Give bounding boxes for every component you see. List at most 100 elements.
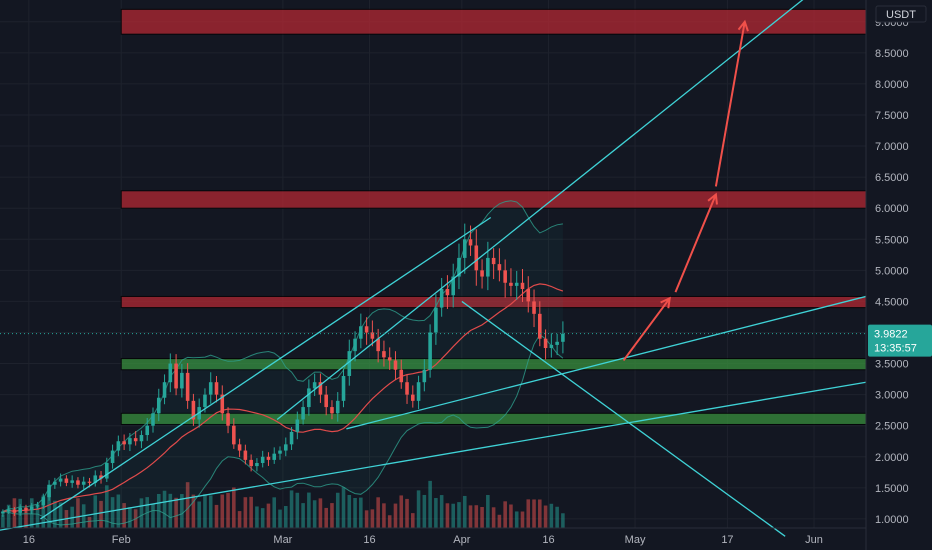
y-tick-label: 6.0000	[875, 203, 909, 215]
candle-body	[301, 407, 305, 420]
volume-bar	[283, 506, 288, 528]
volume-bar	[295, 492, 300, 528]
candle-body	[12, 509, 17, 513]
trendline[interactable]	[276, 0, 814, 420]
candle-body	[393, 360, 398, 370]
volume-bar	[99, 500, 103, 528]
y-tick-label: 5.0000	[875, 265, 909, 277]
candle-body	[526, 288, 531, 302]
volume-bar	[555, 506, 559, 528]
candle-body	[451, 276, 455, 296]
candle-body	[93, 475, 98, 483]
candle-body	[411, 394, 415, 401]
candle-body	[237, 444, 242, 451]
candle-body	[555, 341, 559, 345]
candle-body	[278, 450, 282, 454]
candle-body	[110, 450, 115, 463]
candle-body	[133, 438, 138, 442]
volume-bar	[335, 492, 340, 528]
resistance-zone[interactable]	[120, 190, 867, 209]
candle-body	[480, 270, 484, 277]
volume-bar	[208, 495, 213, 528]
volume-bar	[416, 490, 421, 528]
candle-body	[139, 435, 144, 442]
volume-bar	[105, 485, 109, 528]
volume-bar	[24, 510, 28, 528]
volume-bar	[399, 495, 404, 528]
volume-bar	[197, 501, 201, 528]
y-tick-label: 3.5000	[875, 359, 909, 371]
candle-body	[543, 338, 548, 349]
candle-body	[462, 239, 467, 258]
candle-body	[220, 394, 225, 414]
volume-bar	[451, 503, 455, 528]
band-upper	[2, 200, 563, 512]
candle-body	[24, 507, 28, 511]
candle-body	[18, 507, 22, 513]
volume-bar	[359, 497, 363, 528]
volume-bar	[180, 494, 184, 528]
volume-bar	[162, 490, 167, 528]
forecast-arrow-line	[714, 21, 746, 187]
forecast-arrow-head	[660, 296, 671, 309]
volume-bar	[491, 507, 496, 528]
candle-body	[208, 382, 213, 395]
forecast-arrow-head	[707, 192, 718, 205]
candle-body	[191, 400, 196, 420]
candle-body	[295, 419, 300, 432]
candle-body	[503, 270, 507, 283]
candle-body	[468, 239, 473, 246]
y-tick-label: 2.0000	[875, 452, 909, 464]
volume-bar	[35, 503, 40, 528]
candle-body	[387, 357, 392, 361]
volume-bar	[387, 515, 392, 528]
candle-body	[422, 369, 427, 383]
candle-body	[260, 456, 265, 463]
candle-body	[532, 301, 536, 314]
volume-bar	[226, 492, 230, 528]
trendline[interactable]	[461, 300, 786, 537]
currency-badge[interactable]	[875, 5, 927, 23]
candle-body	[53, 481, 57, 485]
candle-body	[185, 372, 190, 401]
volume-bar	[330, 503, 334, 528]
volume-bar	[509, 504, 513, 528]
zone-group	[120, 8, 867, 425]
trendline-group[interactable]	[0, 0, 867, 537]
candle-body	[405, 382, 409, 395]
candle-body	[243, 450, 248, 460]
y-tick-label: 7.0000	[875, 141, 909, 153]
y-tick-label: 8.5000	[875, 48, 909, 60]
candle-body	[41, 497, 46, 506]
volume-bar	[382, 503, 386, 528]
x-tick-label: Apr	[453, 534, 470, 546]
candle-body	[145, 425, 150, 436]
x-tick-label: 16	[542, 534, 554, 546]
candle-body	[6, 509, 11, 512]
volume-bar	[87, 516, 92, 528]
x-tick-label: 16	[363, 534, 375, 546]
candle-body	[174, 363, 178, 389]
volume-bar	[480, 506, 484, 528]
volume-bar	[58, 502, 63, 528]
x-tick-label: May	[625, 534, 646, 546]
candle-body	[151, 413, 155, 426]
candle-body	[428, 332, 432, 370]
candle-body	[445, 288, 450, 296]
volume-bar	[561, 513, 565, 528]
volume-bar	[243, 497, 248, 528]
trendline[interactable]	[40, 216, 492, 520]
trendline[interactable]	[346, 295, 867, 430]
resistance-zone[interactable]	[120, 8, 867, 35]
volume-bar	[203, 494, 207, 528]
trendline[interactable]	[0, 381, 867, 531]
x-tick-label: Feb	[112, 534, 131, 546]
y-tick-label: 2.5000	[875, 421, 909, 433]
volume-bar	[289, 490, 294, 528]
candle-body	[180, 372, 184, 389]
candle-body	[214, 382, 219, 395]
candle-body	[561, 333, 565, 342]
candle-body	[439, 288, 444, 308]
candle-body	[491, 257, 496, 265]
